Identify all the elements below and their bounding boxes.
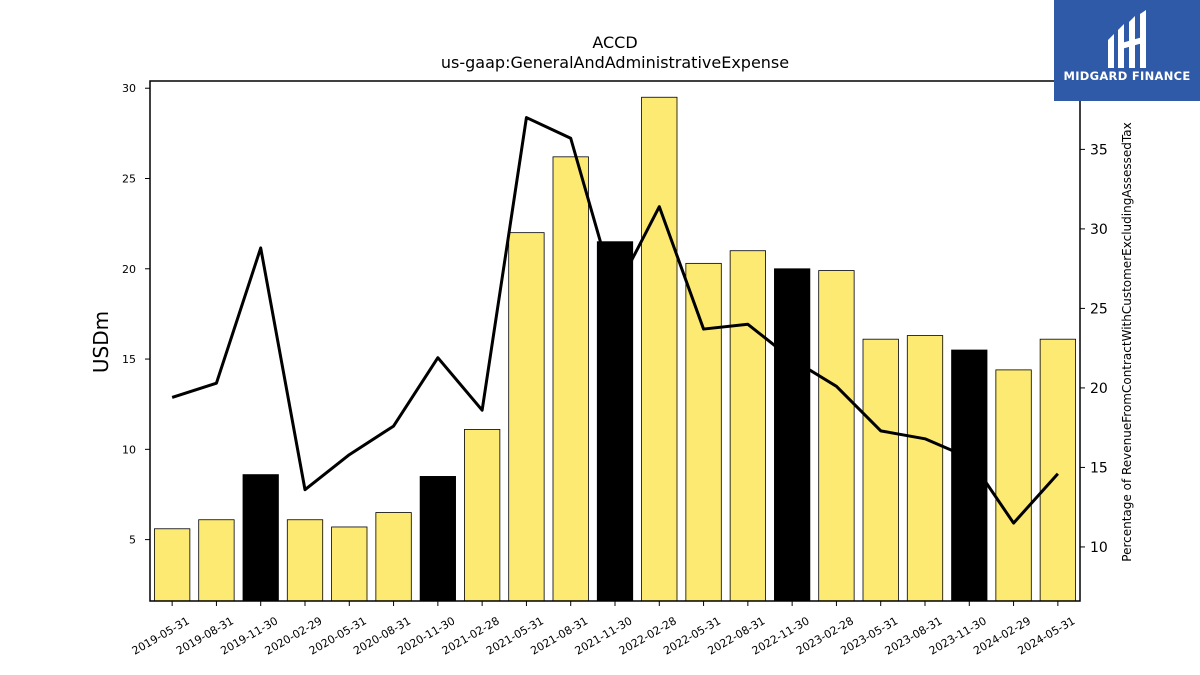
bar-2021-05-31 — [508, 232, 545, 602]
bar-2020-08-31 — [375, 512, 412, 602]
bar-2023-08-31 — [906, 335, 944, 602]
y-tick-label: 30 — [122, 82, 136, 95]
bar-2020-02-29 — [286, 519, 324, 602]
logo-mark-icon — [1108, 10, 1146, 68]
bar-2019-05-31 — [154, 528, 191, 602]
chart-subtitle: us-gaap:GeneralAndAdministrativeExpense — [441, 53, 789, 72]
y-tick-label: 20 — [122, 263, 136, 276]
bar-2022-05-31 — [685, 262, 722, 602]
bar-2019-08-31 — [198, 519, 235, 602]
y2-axis-label: Percentage of RevenueFromContractWithCus… — [1120, 122, 1134, 561]
bar-2019-11-30 — [242, 474, 279, 602]
bar-2020-11-30 — [419, 476, 456, 602]
y-tick-label: 10 — [122, 443, 136, 456]
bar-2024-05-31 — [1039, 338, 1076, 602]
y2-tick-label: 25 — [1090, 301, 1108, 317]
bar-2021-08-31 — [552, 156, 589, 602]
y-tick-label: 5 — [129, 534, 136, 547]
bar-2024-02-29 — [995, 369, 1032, 602]
logo-text: MIDGARD FINANCE — [1063, 69, 1191, 83]
bar-2021-02-28 — [464, 429, 501, 602]
y-tick-label: 25 — [122, 173, 136, 186]
y2-tick-label: 35 — [1090, 142, 1108, 158]
y2-tick-label: 10 — [1090, 540, 1108, 556]
bar-2022-08-31 — [729, 250, 766, 602]
line-group — [171, 116, 1059, 525]
bar-2021-11-30 — [596, 241, 634, 602]
midgard-finance-logo: MIDGARD FINANCE — [1054, 0, 1200, 101]
y-tick-label: 15 — [122, 353, 136, 366]
bar-2023-05-31 — [862, 338, 899, 602]
chart-title: ACCD — [592, 33, 637, 52]
y-axis-label: USDm — [89, 311, 113, 373]
bar-2022-11-30 — [774, 268, 811, 602]
bars-group — [154, 96, 1076, 602]
bar-2022-02-28 — [641, 96, 678, 602]
percentage-line — [171, 116, 1059, 525]
y2-tick-label: 30 — [1090, 222, 1108, 238]
bar-2020-05-31 — [331, 526, 368, 602]
y2-tick-label: 20 — [1090, 381, 1108, 397]
bar-2023-02-28 — [818, 270, 855, 602]
y2-tick-label: 15 — [1090, 460, 1108, 476]
